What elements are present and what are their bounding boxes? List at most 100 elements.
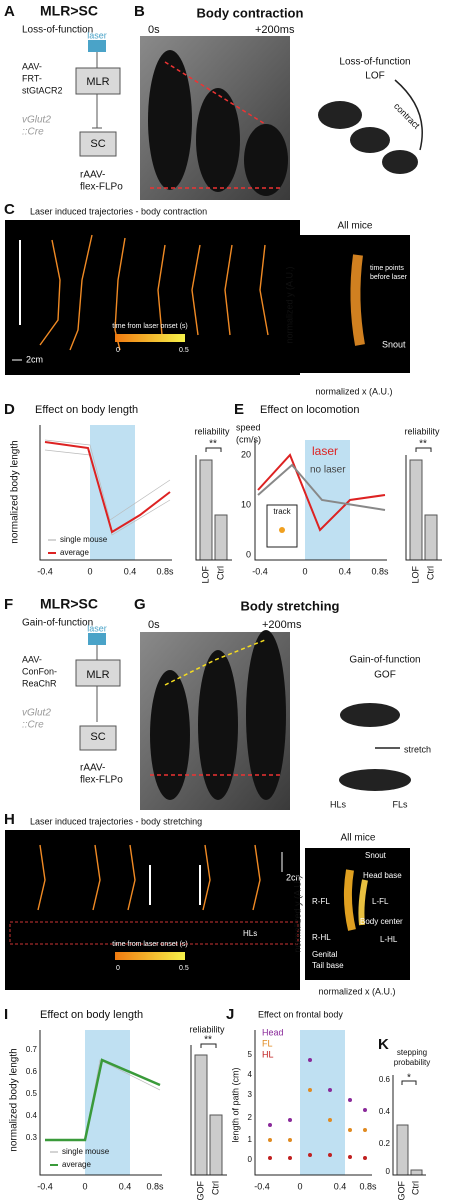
label: 0.8s bbox=[146, 1181, 164, 1191]
label: Laser induced trajectories - body contra… bbox=[30, 206, 207, 216]
panel-letter: H bbox=[4, 811, 15, 828]
label: Body center bbox=[360, 917, 403, 926]
laser-icon bbox=[88, 633, 106, 645]
panel-letter: D bbox=[4, 401, 15, 418]
label: normalized x (A.U.) bbox=[315, 386, 392, 396]
label: probability bbox=[394, 1058, 430, 1067]
trajectories bbox=[5, 220, 410, 990]
label: HL bbox=[262, 1049, 274, 1059]
panel-letter: A bbox=[4, 3, 15, 20]
label: rAAV- bbox=[80, 170, 105, 181]
label: stGtACR2 bbox=[22, 85, 63, 95]
sc-box bbox=[79, 131, 117, 157]
label: 10 bbox=[241, 499, 251, 509]
arrow bbox=[164, 61, 266, 125]
label: no laser bbox=[310, 465, 346, 476]
label: ** bbox=[209, 439, 217, 450]
label: contract bbox=[392, 101, 422, 131]
label: 0.4 bbox=[124, 566, 137, 576]
label: track bbox=[273, 507, 291, 516]
label: All mice bbox=[340, 833, 375, 844]
label: 20 bbox=[241, 449, 251, 459]
label: GOF bbox=[374, 670, 396, 681]
label: Ctrl bbox=[425, 566, 435, 580]
label: -0.4 bbox=[252, 566, 268, 576]
label: normalized y (A.U.) bbox=[292, 875, 302, 952]
label: 3 bbox=[248, 1090, 253, 1099]
label: 0.4 bbox=[379, 1107, 391, 1116]
mouse-cartoon bbox=[382, 150, 418, 174]
colorbar bbox=[115, 334, 185, 342]
label: normalized x (A.U.) bbox=[318, 986, 395, 996]
body-path bbox=[343, 869, 356, 931]
label: Ctrl bbox=[410, 1181, 420, 1195]
label: R-HL bbox=[312, 933, 331, 942]
arrow bbox=[164, 639, 266, 686]
label: All mice bbox=[337, 221, 372, 232]
label: 0.8s bbox=[359, 1181, 377, 1191]
label: 4 bbox=[248, 1070, 253, 1079]
label: Loss-of-function bbox=[339, 57, 410, 68]
label: single mouse bbox=[62, 1147, 110, 1156]
label: stretch bbox=[404, 744, 431, 754]
mlr-box bbox=[75, 659, 121, 687]
label: AAV- bbox=[22, 61, 42, 71]
label: 0.7 bbox=[26, 1045, 38, 1054]
label: time from laser onset (s) bbox=[112, 323, 187, 330]
label: 0 bbox=[87, 566, 92, 576]
colorbar bbox=[115, 952, 185, 960]
label: 0.4 bbox=[334, 1181, 347, 1191]
label: before laser bbox=[370, 274, 408, 281]
label: 2 bbox=[248, 1113, 253, 1122]
label: AAV- bbox=[22, 654, 42, 664]
label: 1 bbox=[248, 1135, 253, 1144]
label: FRT- bbox=[22, 73, 42, 83]
label: R-FL bbox=[312, 897, 330, 906]
label: HLs bbox=[243, 929, 257, 938]
label: vGlut2 bbox=[22, 708, 51, 719]
label: flex-FLPo bbox=[80, 775, 123, 786]
label: 0.6 bbox=[26, 1067, 38, 1076]
label: Body stretching bbox=[241, 598, 340, 613]
label: single mouse bbox=[60, 535, 108, 544]
title: MLR>SC bbox=[40, 596, 98, 612]
label: reliability bbox=[189, 1024, 225, 1034]
label: 0s bbox=[148, 24, 160, 36]
mouse bbox=[148, 50, 192, 190]
label: Snout bbox=[365, 851, 387, 860]
arrow bbox=[394, 79, 423, 151]
label: Gain-of-function bbox=[349, 655, 420, 666]
label: laser bbox=[312, 444, 338, 458]
label: 0 bbox=[297, 1181, 302, 1191]
label: 0.4 bbox=[119, 1181, 132, 1191]
label: 0 bbox=[116, 965, 120, 972]
label: rAAV- bbox=[80, 763, 105, 774]
panel-letter: G bbox=[134, 596, 146, 613]
label: 0s bbox=[148, 619, 160, 631]
label: laser bbox=[87, 623, 107, 633]
label: flex-FLPo bbox=[80, 182, 123, 193]
label: time points bbox=[370, 265, 404, 272]
label: GOF bbox=[195, 1180, 205, 1200]
label: Snout bbox=[382, 339, 406, 349]
mlr-box bbox=[75, 67, 121, 95]
panel-letter: E bbox=[234, 401, 244, 418]
label: SC bbox=[90, 138, 105, 150]
label: reliability bbox=[194, 426, 230, 436]
label: 0.3 bbox=[26, 1133, 38, 1142]
label: 0 bbox=[248, 1155, 253, 1164]
label: 0.4 bbox=[26, 1111, 38, 1120]
mouse bbox=[198, 650, 238, 800]
label: GOF bbox=[396, 1180, 406, 1200]
label: Body contraction bbox=[197, 5, 304, 20]
label: time from laser onset (s) bbox=[112, 941, 187, 948]
label: length of path (cm) bbox=[230, 1067, 240, 1142]
label: HLs bbox=[330, 799, 347, 809]
label: ::Cre bbox=[22, 720, 44, 731]
label: SC bbox=[90, 731, 105, 743]
label: 0.5 bbox=[26, 1089, 38, 1098]
label: normalized y (A.U.) bbox=[284, 266, 294, 343]
label: 0.6 bbox=[379, 1075, 391, 1084]
sc-box bbox=[79, 725, 117, 751]
